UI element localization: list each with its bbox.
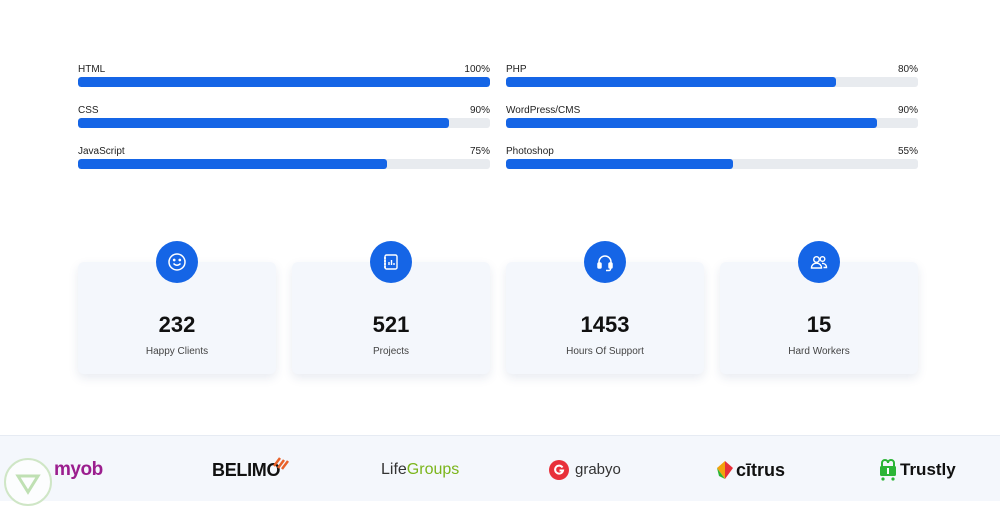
skill-percent: 55% xyxy=(897,146,918,157)
counter-label: Hours Of Support xyxy=(566,346,644,357)
counters-section: 232 Happy Clients 521 Projects 1453 Hour… xyxy=(78,241,918,376)
skill-percent: 90% xyxy=(897,105,918,116)
skill-percent: 100% xyxy=(464,64,490,75)
progress-fill xyxy=(506,77,836,87)
progress-track xyxy=(506,118,918,128)
logo-text: myob xyxy=(54,459,103,480)
notebook-icon xyxy=(370,241,412,283)
logo-text: BELIMO xyxy=(212,460,281,480)
trustly-cart-icon xyxy=(880,459,896,481)
skill-html: HTML 100% xyxy=(78,64,490,87)
counter-happy-clients: 232 Happy Clients xyxy=(78,241,276,374)
progress-track xyxy=(506,159,918,169)
logo-text: grabyo xyxy=(575,461,621,478)
client-logo-citrus[interactable]: cītrus xyxy=(716,458,785,482)
logo-text: cītrus xyxy=(736,460,786,480)
progress-track xyxy=(78,118,490,128)
counter-label: Projects xyxy=(372,346,410,357)
counter-value: 15 xyxy=(806,312,832,337)
progress-track xyxy=(506,77,918,87)
counter-value: 1453 xyxy=(580,312,630,337)
progress-fill xyxy=(78,77,490,87)
counter-value: 232 xyxy=(158,312,196,337)
watermark-logo-icon xyxy=(4,458,52,506)
progress-fill xyxy=(506,118,877,128)
progress-track xyxy=(78,159,490,169)
skill-javascript: JavaScript 75% xyxy=(78,146,490,169)
skill-name: WordPress/CMS xyxy=(506,105,581,116)
progress-fill xyxy=(78,118,449,128)
client-logo-myob[interactable]: myob xyxy=(54,458,103,482)
skill-name: HTML xyxy=(78,64,106,75)
skill-wordpress: WordPress/CMS 90% xyxy=(506,105,918,128)
logo-text: Life xyxy=(381,461,407,478)
counter-label: Happy Clients xyxy=(145,346,209,357)
counter-hard-workers: 15 Hard Workers xyxy=(720,241,918,374)
progress-fill xyxy=(78,159,387,169)
skill-css: CSS 90% xyxy=(78,105,490,128)
skill-php: PHP 80% xyxy=(506,64,918,87)
skill-name: CSS xyxy=(78,105,99,116)
counter-projects: 521 Projects xyxy=(292,241,490,374)
client-logo-lifegroups[interactable]: Life Groups xyxy=(381,458,459,482)
counter-label: Hard Workers xyxy=(788,346,850,357)
grabyo-mark-icon xyxy=(549,460,569,480)
skill-name: JavaScript xyxy=(78,146,125,157)
skill-percent: 75% xyxy=(469,146,490,157)
counter-value: 521 xyxy=(372,312,410,337)
client-logo-grabyo[interactable]: grabyo xyxy=(548,458,621,482)
progress-track xyxy=(78,77,490,87)
skills-section: HTML 100% PHP 80% CSS 90% WordPress/CMS 90% … xyxy=(78,64,918,169)
clients-strip: myob BELIMO Life Groups grabyo cītrus Tru… xyxy=(0,435,1000,501)
headset-icon xyxy=(584,241,626,283)
logo-text: Groups xyxy=(406,461,460,478)
counter-hours-support: 1453 Hours Of Support xyxy=(506,241,704,374)
progress-fill xyxy=(506,159,733,169)
client-logo-belimo[interactable]: BELIMO xyxy=(212,457,290,482)
citrus-mark-icon xyxy=(717,461,733,479)
skill-percent: 90% xyxy=(469,105,490,116)
skill-percent: 80% xyxy=(897,64,918,75)
client-logo-trustly[interactable]: Trustly xyxy=(878,458,956,482)
skill-name: PHP xyxy=(506,64,527,75)
skill-photoshop: Photoshop 55% xyxy=(506,146,918,169)
logo-text: Trustly xyxy=(900,460,956,479)
people-icon xyxy=(798,241,840,283)
belimo-mark-icon xyxy=(273,457,290,470)
smile-icon xyxy=(156,241,198,283)
skill-name: Photoshop xyxy=(506,146,554,157)
